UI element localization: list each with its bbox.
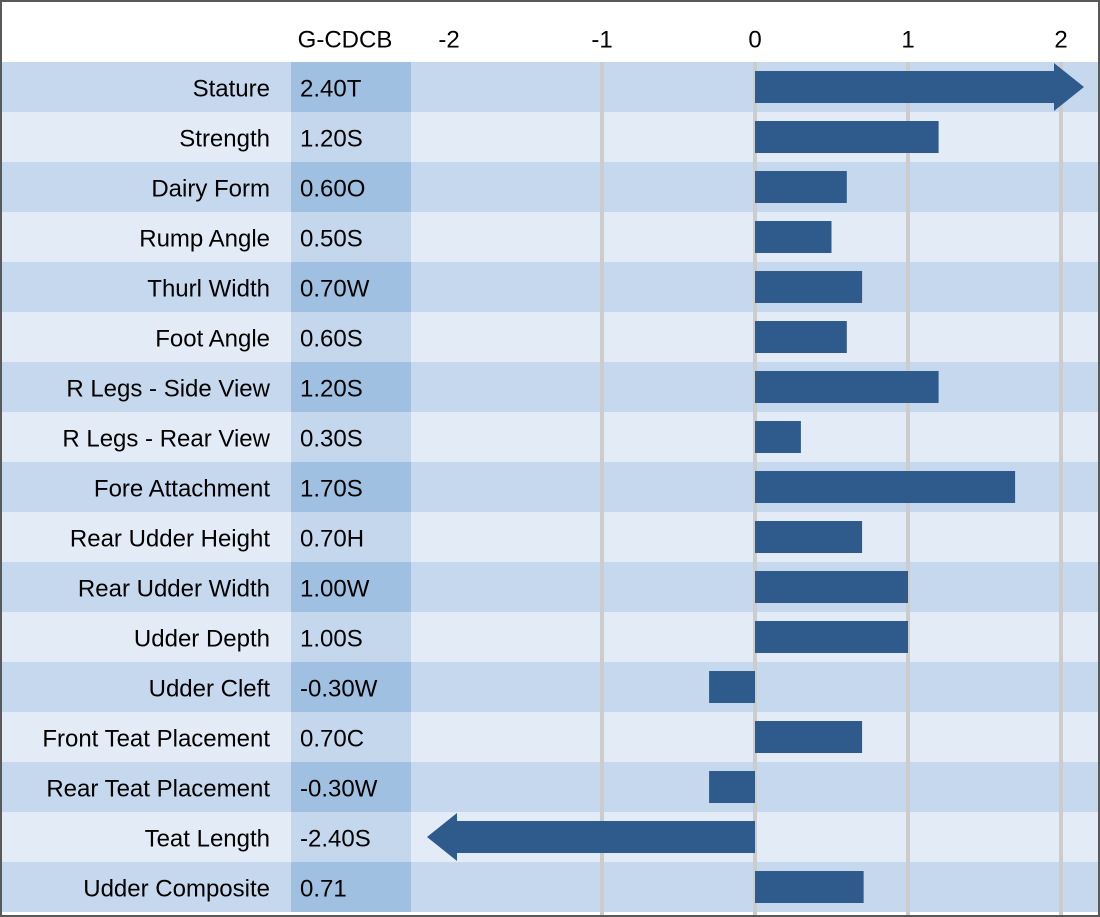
category-label: Rear Udder Width — [78, 575, 270, 602]
value-label: 2.40T — [300, 75, 362, 102]
value-cell — [291, 612, 411, 662]
bar — [755, 321, 847, 353]
bar — [755, 571, 908, 603]
bar — [755, 471, 1016, 503]
bar — [755, 521, 863, 553]
value-cell — [291, 362, 411, 412]
value-cell — [291, 162, 411, 212]
table-row — [0, 212, 1100, 262]
bar — [755, 121, 939, 153]
value-label: 1.00S — [300, 625, 363, 652]
bar — [755, 171, 847, 203]
value-label: -2.40S — [300, 825, 371, 852]
x-tick-label: 0 — [748, 26, 761, 53]
value-label: 0.60S — [300, 325, 363, 352]
table-row — [0, 712, 1100, 762]
bar — [755, 271, 863, 303]
gridline — [600, 62, 604, 915]
value-cell — [291, 662, 411, 712]
table-row — [0, 862, 1100, 912]
value-cell — [291, 712, 411, 762]
value-cell — [291, 412, 411, 462]
category-label: Front Teat Placement — [42, 725, 270, 752]
category-label: Teat Length — [145, 825, 270, 852]
category-label: Thurl Width — [147, 275, 270, 302]
table-row — [0, 562, 1100, 612]
category-label: Strength — [179, 125, 270, 152]
category-label: Udder Composite — [83, 875, 270, 902]
value-column-header: G-CDCB — [298, 26, 393, 53]
bar-arrow — [755, 63, 1084, 111]
x-tick-label: 1 — [901, 26, 914, 53]
table-row — [0, 262, 1100, 312]
category-label: Udder Cleft — [149, 675, 271, 702]
value-label: 1.20S — [300, 375, 363, 402]
category-label: Rear Teat Placement — [46, 775, 270, 802]
value-cell — [291, 562, 411, 612]
category-label: Stature — [193, 75, 270, 102]
bar — [709, 771, 755, 803]
value-cell — [291, 762, 411, 812]
table-row — [0, 662, 1100, 712]
category-label: R Legs - Rear View — [62, 425, 270, 452]
bar — [755, 871, 864, 903]
value-cell — [291, 512, 411, 562]
value-label: 0.30S — [300, 425, 363, 452]
value-label: -0.30W — [300, 675, 378, 702]
category-label: R Legs - Side View — [66, 375, 270, 402]
value-label: 0.70H — [300, 525, 364, 552]
x-tick-label: -1 — [591, 26, 612, 53]
gridline — [1059, 62, 1063, 915]
table-row — [0, 512, 1100, 562]
value-label: 0.50S — [300, 225, 363, 252]
value-label: 1.70S — [300, 475, 363, 502]
value-label: 1.00W — [300, 575, 370, 602]
bar — [755, 421, 801, 453]
value-cell — [291, 312, 411, 362]
value-label: 1.20S — [300, 125, 363, 152]
category-label: Rump Angle — [139, 225, 270, 252]
value-cell — [291, 862, 411, 912]
value-label: 0.71 — [300, 875, 347, 902]
bar — [709, 671, 755, 703]
category-label: Fore Attachment — [94, 475, 270, 502]
bar — [755, 371, 939, 403]
value-label: 0.70C — [300, 725, 364, 752]
category-label: Rear Udder Height — [70, 525, 270, 552]
bar — [755, 621, 908, 653]
bar — [755, 221, 832, 253]
category-label: Dairy Form — [151, 175, 270, 202]
value-cell — [291, 462, 411, 512]
value-cell — [291, 112, 411, 162]
value-cell — [291, 812, 411, 862]
table-row — [0, 312, 1100, 362]
bar — [755, 721, 863, 753]
table-row — [0, 762, 1100, 812]
value-label: 0.60O — [300, 175, 365, 202]
value-label: -0.30W — [300, 775, 378, 802]
table-row — [0, 162, 1100, 212]
x-tick-label: -2 — [438, 26, 459, 53]
category-label: Udder Depth — [134, 625, 270, 652]
table-row — [0, 612, 1100, 662]
table-row — [0, 412, 1100, 462]
value-cell — [291, 212, 411, 262]
x-tick-label: 2 — [1054, 26, 1067, 53]
value-label: 0.70W — [300, 275, 370, 302]
value-cell — [291, 62, 411, 112]
category-label: Foot Angle — [155, 325, 270, 352]
bar-arrow — [427, 813, 755, 861]
value-cell — [291, 262, 411, 312]
